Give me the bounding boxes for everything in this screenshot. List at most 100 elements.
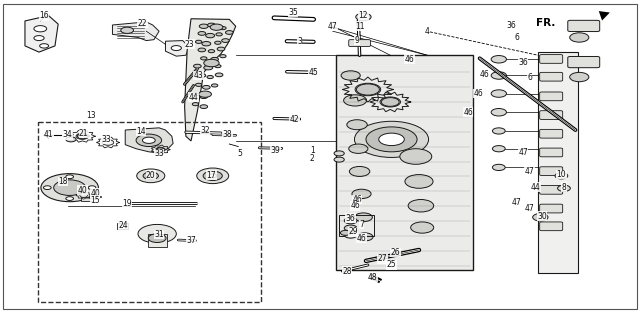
Text: 17: 17 xyxy=(207,171,216,180)
Text: 35: 35 xyxy=(288,8,298,17)
Text: 14: 14 xyxy=(136,127,146,136)
FancyBboxPatch shape xyxy=(540,72,563,81)
Text: 7: 7 xyxy=(359,220,364,229)
Circle shape xyxy=(356,84,380,95)
Circle shape xyxy=(198,48,205,52)
Text: 44: 44 xyxy=(189,93,198,102)
Circle shape xyxy=(220,54,226,58)
Circle shape xyxy=(344,95,367,106)
Text: 46: 46 xyxy=(350,201,360,210)
Text: 19: 19 xyxy=(122,199,132,208)
Text: 31: 31 xyxy=(154,230,164,239)
Circle shape xyxy=(207,23,215,27)
Circle shape xyxy=(200,57,207,60)
Circle shape xyxy=(492,146,505,152)
Circle shape xyxy=(355,83,381,96)
Circle shape xyxy=(80,193,88,197)
Text: 26: 26 xyxy=(390,248,400,257)
Circle shape xyxy=(214,64,221,68)
Circle shape xyxy=(208,50,214,53)
Circle shape xyxy=(349,167,370,177)
Text: 10: 10 xyxy=(557,170,566,179)
Circle shape xyxy=(198,91,211,97)
FancyBboxPatch shape xyxy=(540,129,563,138)
Text: 9: 9 xyxy=(355,36,360,45)
Circle shape xyxy=(41,174,99,202)
Circle shape xyxy=(88,186,96,190)
Text: 24: 24 xyxy=(118,221,128,229)
Text: 18: 18 xyxy=(58,177,68,186)
Circle shape xyxy=(121,27,134,33)
Circle shape xyxy=(400,149,432,164)
FancyBboxPatch shape xyxy=(540,186,563,194)
FancyBboxPatch shape xyxy=(349,40,371,47)
Circle shape xyxy=(491,72,506,79)
Circle shape xyxy=(491,90,506,97)
Circle shape xyxy=(344,225,357,231)
FancyBboxPatch shape xyxy=(540,204,563,213)
Circle shape xyxy=(380,97,401,107)
Polygon shape xyxy=(166,41,189,56)
Text: 22: 22 xyxy=(138,19,147,28)
Text: 46: 46 xyxy=(352,195,362,204)
Polygon shape xyxy=(25,16,58,52)
Text: 11: 11 xyxy=(355,22,364,31)
Circle shape xyxy=(77,134,88,139)
Circle shape xyxy=(143,172,159,180)
FancyBboxPatch shape xyxy=(540,148,563,157)
Circle shape xyxy=(200,105,207,109)
Circle shape xyxy=(491,109,506,116)
Text: 4: 4 xyxy=(425,27,429,36)
Text: 41: 41 xyxy=(44,130,53,139)
Circle shape xyxy=(76,133,89,139)
Text: 8: 8 xyxy=(561,182,566,192)
Circle shape xyxy=(204,59,219,67)
Circle shape xyxy=(209,174,216,178)
Circle shape xyxy=(215,73,223,77)
Text: 29: 29 xyxy=(348,228,358,236)
Text: 46: 46 xyxy=(356,233,366,243)
Circle shape xyxy=(405,175,433,188)
Polygon shape xyxy=(113,22,159,41)
Circle shape xyxy=(211,84,218,87)
Circle shape xyxy=(34,36,44,41)
Text: 13: 13 xyxy=(86,111,96,120)
Circle shape xyxy=(44,186,51,190)
Circle shape xyxy=(352,189,371,198)
Circle shape xyxy=(492,164,505,171)
Circle shape xyxy=(532,213,548,221)
Circle shape xyxy=(66,197,74,200)
Text: 39: 39 xyxy=(271,146,280,155)
Text: 47: 47 xyxy=(518,148,528,157)
Text: 45: 45 xyxy=(308,68,319,77)
Text: 21: 21 xyxy=(79,129,88,138)
Circle shape xyxy=(136,134,162,146)
Circle shape xyxy=(143,137,156,143)
Circle shape xyxy=(355,121,429,157)
Circle shape xyxy=(66,175,74,179)
Circle shape xyxy=(366,127,417,152)
Bar xyxy=(336,55,473,270)
Circle shape xyxy=(148,174,154,177)
FancyBboxPatch shape xyxy=(540,111,563,120)
Text: 47: 47 xyxy=(525,167,534,176)
Circle shape xyxy=(205,33,214,38)
Circle shape xyxy=(214,41,221,44)
Circle shape xyxy=(202,42,211,46)
Text: 27: 27 xyxy=(378,254,387,263)
Circle shape xyxy=(220,27,226,30)
Text: 36: 36 xyxy=(507,20,516,29)
Circle shape xyxy=(193,64,201,68)
Circle shape xyxy=(408,199,434,212)
Circle shape xyxy=(570,33,589,42)
Circle shape xyxy=(211,57,218,61)
Text: 40: 40 xyxy=(77,186,87,195)
Circle shape xyxy=(192,93,198,96)
Circle shape xyxy=(570,72,589,82)
Text: 37: 37 xyxy=(186,236,196,245)
Text: 6: 6 xyxy=(527,73,532,82)
Text: FR.: FR. xyxy=(536,18,555,28)
Circle shape xyxy=(198,32,205,35)
FancyBboxPatch shape xyxy=(568,20,600,32)
Circle shape xyxy=(381,98,399,106)
